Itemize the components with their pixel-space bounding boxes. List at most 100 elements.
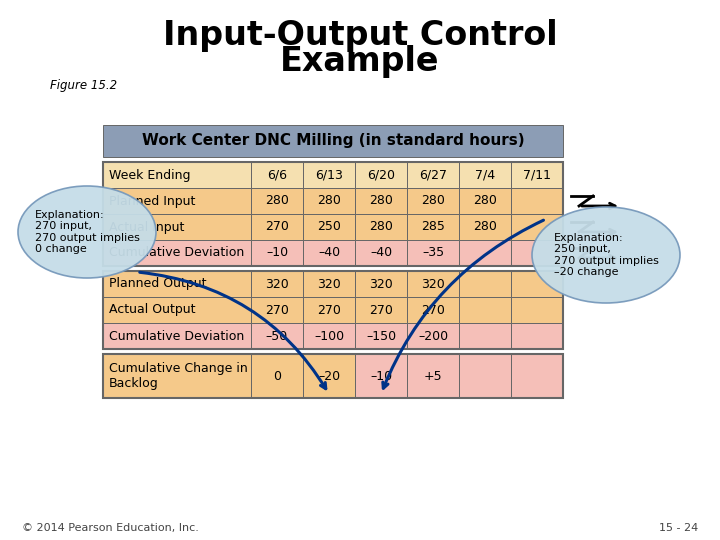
Bar xyxy=(407,214,459,240)
Text: 280: 280 xyxy=(421,194,445,207)
Bar xyxy=(103,214,251,240)
Bar xyxy=(511,214,563,240)
Text: 280: 280 xyxy=(473,194,497,207)
Text: Input-Output Control: Input-Output Control xyxy=(163,19,557,52)
Bar xyxy=(103,297,251,323)
Bar xyxy=(459,271,511,297)
Text: –50: –50 xyxy=(266,329,288,342)
Bar xyxy=(303,323,355,349)
Bar xyxy=(511,354,563,398)
Text: Actual Input: Actual Input xyxy=(109,220,184,233)
Bar xyxy=(251,240,303,266)
Bar xyxy=(407,354,459,398)
Bar xyxy=(251,162,303,188)
Bar xyxy=(251,323,303,349)
Bar xyxy=(103,271,251,297)
Bar xyxy=(459,240,511,266)
Text: 285: 285 xyxy=(421,220,445,233)
Bar xyxy=(511,271,563,297)
Text: –40: –40 xyxy=(370,246,392,260)
Text: 6/6: 6/6 xyxy=(267,168,287,181)
Text: 280: 280 xyxy=(369,220,393,233)
Bar xyxy=(251,271,303,297)
Text: © 2014 Pearson Education, Inc.: © 2014 Pearson Education, Inc. xyxy=(22,523,199,533)
Bar xyxy=(459,323,511,349)
Text: 270: 270 xyxy=(317,303,341,316)
Bar xyxy=(459,354,511,398)
Bar xyxy=(251,214,303,240)
Text: 7/11: 7/11 xyxy=(523,168,551,181)
Bar xyxy=(103,354,251,398)
Text: 6/13: 6/13 xyxy=(315,168,343,181)
Ellipse shape xyxy=(532,207,680,303)
Text: Figure 15.2: Figure 15.2 xyxy=(50,78,117,91)
Bar xyxy=(407,240,459,266)
Bar xyxy=(407,297,459,323)
Text: Planned Output: Planned Output xyxy=(109,278,207,291)
Text: –150: –150 xyxy=(366,329,396,342)
Bar xyxy=(355,271,407,297)
Text: Week Ending: Week Ending xyxy=(109,168,191,181)
Bar xyxy=(251,354,303,398)
Bar xyxy=(303,214,355,240)
Text: –40: –40 xyxy=(318,246,340,260)
Text: –100: –100 xyxy=(314,329,344,342)
Text: Work Center DNC Milling (in standard hours): Work Center DNC Milling (in standard hou… xyxy=(142,133,524,148)
Bar xyxy=(511,240,563,266)
Bar xyxy=(103,323,251,349)
Bar xyxy=(303,271,355,297)
Bar xyxy=(459,297,511,323)
Bar xyxy=(511,162,563,188)
Bar xyxy=(103,354,563,398)
Text: 320: 320 xyxy=(421,278,445,291)
Bar xyxy=(407,323,459,349)
Bar xyxy=(303,240,355,266)
Text: 280: 280 xyxy=(473,220,497,233)
Text: 280: 280 xyxy=(265,194,289,207)
Text: 320: 320 xyxy=(265,278,289,291)
Text: 270: 270 xyxy=(265,220,289,233)
Text: –20: –20 xyxy=(318,369,340,382)
Text: 270: 270 xyxy=(265,303,289,316)
Bar xyxy=(511,297,563,323)
Bar xyxy=(407,188,459,214)
Bar xyxy=(103,240,251,266)
Bar xyxy=(103,162,563,266)
Bar xyxy=(355,162,407,188)
Bar xyxy=(459,214,511,240)
Text: 280: 280 xyxy=(317,194,341,207)
Text: –10: –10 xyxy=(266,246,288,260)
Ellipse shape xyxy=(18,186,156,278)
Bar xyxy=(251,188,303,214)
Text: Cumulative Deviation: Cumulative Deviation xyxy=(109,329,244,342)
Text: 7/4: 7/4 xyxy=(475,168,495,181)
Bar xyxy=(251,297,303,323)
Text: Actual Output: Actual Output xyxy=(109,303,196,316)
Bar xyxy=(103,162,251,188)
Bar xyxy=(355,214,407,240)
Text: Cumulative Deviation: Cumulative Deviation xyxy=(109,246,244,260)
Bar xyxy=(303,354,355,398)
Bar xyxy=(355,240,407,266)
Text: 280: 280 xyxy=(369,194,393,207)
Text: Planned Input: Planned Input xyxy=(109,194,195,207)
Text: Explanation:
270 input,
270 output implies
0 change: Explanation: 270 input, 270 output impli… xyxy=(35,210,140,254)
Bar xyxy=(459,188,511,214)
Text: 320: 320 xyxy=(369,278,393,291)
Text: 6/20: 6/20 xyxy=(367,168,395,181)
Bar xyxy=(103,125,563,157)
Bar xyxy=(407,162,459,188)
Text: 6/27: 6/27 xyxy=(419,168,447,181)
Bar xyxy=(103,188,251,214)
Text: 270: 270 xyxy=(421,303,445,316)
Text: 320: 320 xyxy=(317,278,341,291)
Bar xyxy=(355,188,407,214)
Bar xyxy=(511,188,563,214)
Bar xyxy=(355,297,407,323)
Text: 0: 0 xyxy=(273,369,281,382)
Text: 270: 270 xyxy=(369,303,393,316)
Bar xyxy=(303,162,355,188)
Bar xyxy=(407,271,459,297)
Text: –10: –10 xyxy=(370,369,392,382)
Text: Example: Example xyxy=(280,45,440,78)
